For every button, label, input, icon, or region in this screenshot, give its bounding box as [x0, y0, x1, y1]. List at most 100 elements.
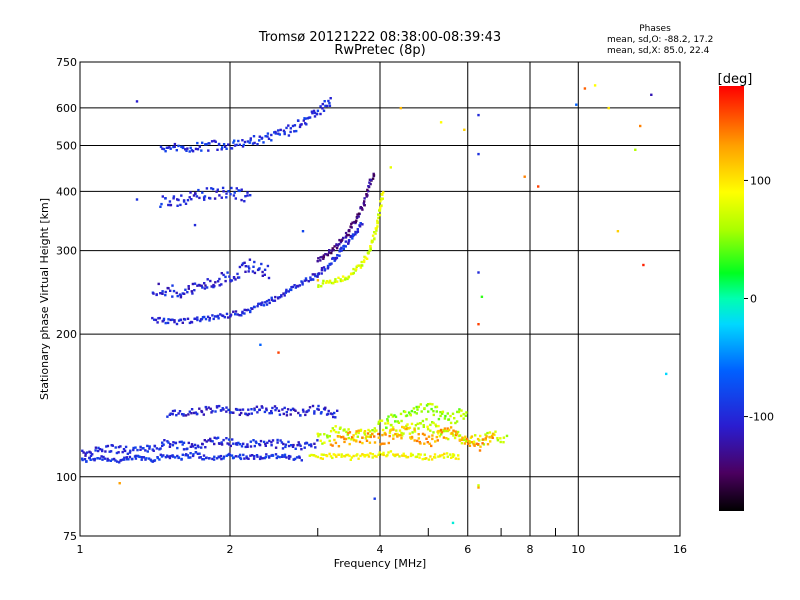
echo-point	[334, 441, 338, 445]
echo-point	[200, 149, 203, 152]
echo-point	[89, 458, 92, 461]
echo-point	[375, 429, 378, 432]
echo-point	[144, 449, 147, 452]
echo-point	[258, 443, 262, 447]
echo-point	[211, 187, 215, 191]
echo-point	[222, 314, 225, 318]
echo-point	[187, 285, 190, 288]
echo-point	[196, 318, 199, 322]
echo-point	[352, 434, 355, 437]
echo-point	[368, 441, 372, 444]
echo-point	[225, 312, 229, 316]
echo-point	[265, 303, 269, 306]
echo-point	[357, 264, 361, 267]
echo-point	[229, 444, 232, 448]
echo-point	[377, 432, 380, 436]
echo-point	[285, 414, 289, 417]
echo-point	[343, 440, 346, 444]
echo-point	[352, 439, 356, 442]
echo-point	[205, 286, 209, 289]
echo-point	[109, 459, 112, 462]
echo-point	[241, 262, 245, 265]
echo-point	[361, 264, 364, 267]
echo-point	[328, 101, 331, 105]
echo-point	[373, 427, 376, 430]
echo-point	[180, 145, 183, 148]
x-tick-label: 6	[464, 543, 471, 556]
echo-point	[331, 427, 334, 430]
echo-point	[405, 424, 408, 428]
echo-point	[480, 295, 484, 298]
echo-point	[384, 433, 387, 436]
echo-point	[209, 437, 212, 441]
echo-point	[377, 216, 380, 220]
echo-point	[198, 196, 201, 200]
echo-point	[188, 321, 192, 325]
echo-point	[320, 453, 323, 456]
echo-point	[169, 443, 172, 446]
echo-point	[477, 113, 480, 117]
echo-point	[240, 411, 243, 415]
echo-point	[308, 406, 312, 409]
colorbar	[719, 86, 744, 511]
echo-point	[450, 432, 454, 435]
echo-point	[176, 294, 179, 298]
echo-point	[164, 321, 167, 325]
echo-point	[194, 411, 197, 414]
echo-point	[421, 419, 425, 423]
echo-point	[220, 441, 223, 444]
echo-point	[258, 139, 261, 142]
echo-point	[426, 425, 429, 428]
echo-point	[175, 322, 179, 326]
echo-point	[317, 284, 320, 287]
echo-point	[173, 409, 176, 412]
y-axis-label: Stationary phase Virtual Height [km]	[38, 198, 51, 400]
echo-point	[213, 197, 217, 200]
echo-point	[275, 456, 278, 460]
echo-point	[288, 457, 291, 460]
echo-point	[136, 448, 139, 452]
echo-point	[281, 447, 285, 450]
echo-point	[202, 413, 205, 416]
echo-point	[203, 195, 207, 198]
echo-point	[153, 445, 157, 448]
echo-point	[194, 192, 197, 195]
echo-point	[301, 408, 305, 411]
echo-point	[134, 454, 137, 458]
echo-point	[453, 436, 457, 440]
echo-point	[260, 136, 264, 140]
echo-point	[362, 260, 366, 264]
echo-point	[340, 249, 343, 252]
echo-point	[437, 417, 441, 421]
echo-point	[213, 315, 217, 318]
echo-point	[117, 445, 121, 449]
echo-point	[166, 321, 170, 325]
echo-point	[488, 431, 492, 434]
echo-point	[181, 453, 184, 456]
echo-point	[222, 273, 225, 277]
echo-point	[319, 457, 322, 460]
echo-point	[367, 190, 370, 193]
echo-point	[327, 99, 330, 103]
echo-point	[139, 448, 142, 451]
echo-point	[173, 320, 176, 324]
echo-point	[256, 455, 259, 458]
echo-point	[225, 147, 228, 150]
echo-point	[189, 452, 192, 455]
echo-point	[233, 191, 236, 194]
echo-point	[122, 448, 126, 451]
echo-point	[167, 287, 170, 290]
echo-point	[355, 216, 359, 219]
echo-point	[392, 428, 395, 431]
echo-point	[381, 193, 384, 196]
echo-point	[197, 445, 200, 449]
echo-point	[332, 282, 335, 285]
echo-point	[265, 453, 268, 456]
echo-point	[402, 432, 405, 435]
echo-point	[361, 223, 364, 226]
echo-point	[347, 241, 350, 244]
echo-point	[168, 146, 171, 149]
echo-point	[201, 141, 204, 144]
echo-point	[191, 454, 195, 458]
echo-point	[203, 198, 206, 201]
